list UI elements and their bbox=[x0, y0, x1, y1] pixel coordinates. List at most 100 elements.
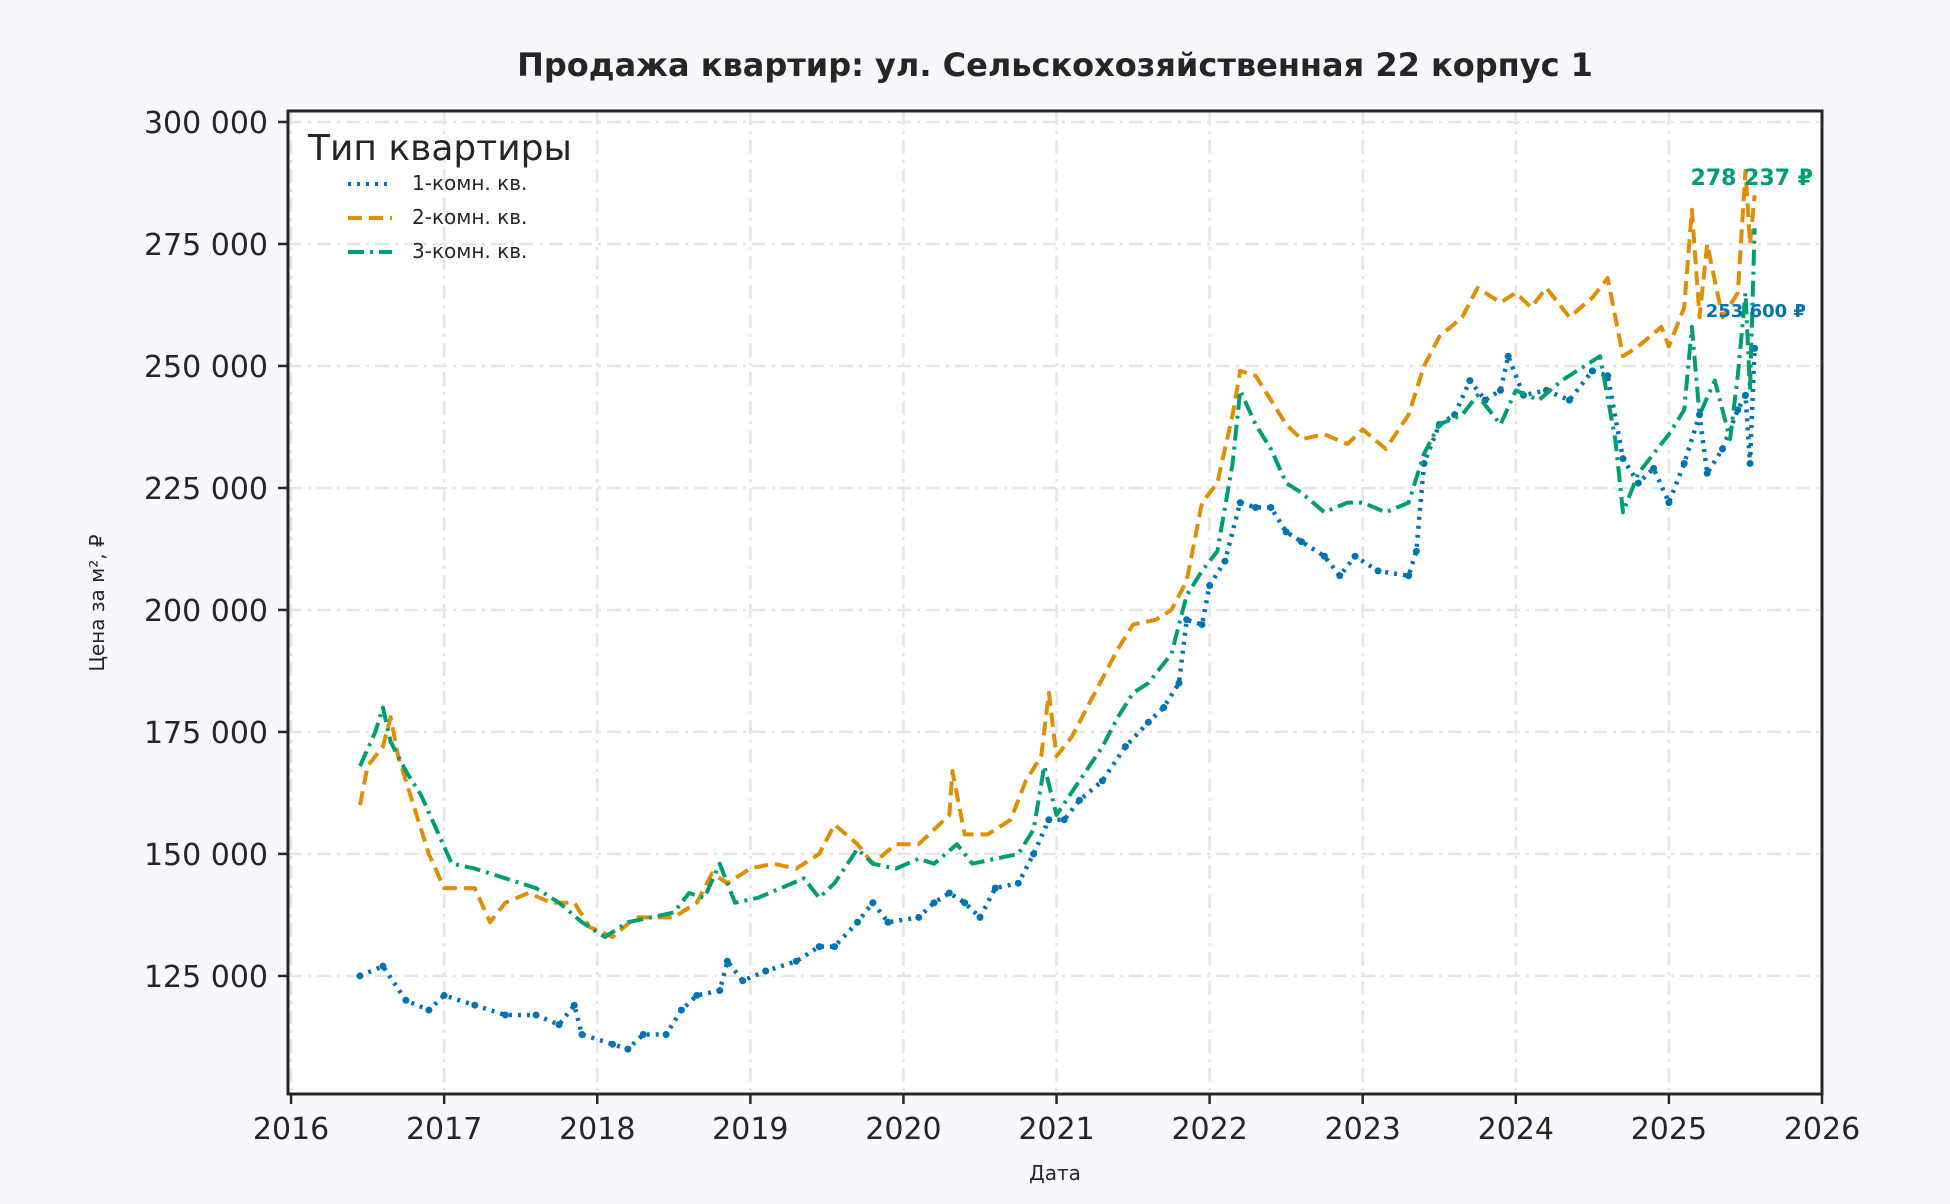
data-point bbox=[532, 1011, 540, 1019]
data-point bbox=[723, 957, 731, 965]
data-point bbox=[1497, 386, 1505, 394]
data-point bbox=[869, 899, 877, 907]
data-point bbox=[570, 1001, 578, 1009]
data-point bbox=[624, 1045, 632, 1053]
data-point bbox=[662, 1030, 670, 1038]
series-lines bbox=[356, 168, 1759, 1053]
x-tick-label: 2021 bbox=[1018, 1112, 1094, 1147]
legend-entry: 2-комн. кв. bbox=[412, 205, 527, 229]
data-point bbox=[976, 913, 984, 921]
grid bbox=[288, 111, 1824, 1094]
x-tick-label: 2017 bbox=[406, 1112, 482, 1147]
last-value-labels: 278 237 ₽ 253 600 ₽ bbox=[1691, 166, 1813, 322]
data-point bbox=[402, 996, 410, 1004]
data-point bbox=[1267, 503, 1275, 511]
data-point bbox=[831, 943, 839, 951]
series-line-2room bbox=[358, 168, 1757, 939]
data-point bbox=[1297, 538, 1305, 546]
data-point bbox=[1412, 547, 1420, 555]
data-point bbox=[1252, 503, 1260, 511]
legend-entry: 3-комн. кв. bbox=[412, 239, 527, 263]
data-point bbox=[1718, 445, 1726, 453]
data-point bbox=[1504, 352, 1512, 360]
data-point bbox=[379, 962, 387, 970]
data-point bbox=[1634, 479, 1642, 487]
data-point bbox=[1060, 816, 1068, 824]
axes: 2016 2017 2018 2019 2020 2021 2022 2023 2024 2025… bbox=[144, 106, 1860, 1147]
series-line-3room bbox=[358, 228, 1757, 939]
x-axis-label: Дата bbox=[1029, 1161, 1081, 1185]
data-point bbox=[930, 899, 938, 907]
y-axis-label: Цена за м², ₽ bbox=[85, 534, 109, 672]
data-point bbox=[1703, 469, 1711, 477]
data-point bbox=[1336, 572, 1344, 580]
y-tick-label: 125 000 bbox=[144, 960, 268, 995]
legend-entry: 1-комн. кв. bbox=[412, 171, 527, 195]
data-point bbox=[471, 1001, 479, 1009]
data-point bbox=[1198, 621, 1206, 629]
data-point bbox=[1206, 582, 1214, 590]
data-point bbox=[501, 1011, 509, 1019]
data-point bbox=[1466, 377, 1474, 385]
data-point bbox=[1665, 499, 1673, 507]
data-point bbox=[762, 967, 770, 975]
y-tick-label: 200 000 bbox=[144, 594, 268, 629]
data-point bbox=[1650, 464, 1658, 472]
plot-frame bbox=[286, 109, 1824, 1096]
data-point bbox=[1374, 567, 1382, 575]
chart-title: Продажа квартир: ул. Сельскохозяйственна… bbox=[517, 46, 1593, 84]
data-point bbox=[884, 918, 892, 926]
data-point bbox=[1565, 396, 1573, 404]
data-point bbox=[1351, 552, 1359, 560]
data-point bbox=[716, 987, 724, 995]
last-value-label: 253 600 ₽ bbox=[1706, 301, 1806, 322]
plot-area bbox=[288, 111, 1822, 1094]
x-tick-label: 2022 bbox=[1171, 1112, 1247, 1147]
data-point bbox=[792, 957, 800, 965]
data-point bbox=[1405, 572, 1413, 580]
x-tick-label: 2016 bbox=[253, 1112, 329, 1147]
data-point bbox=[739, 977, 747, 985]
x-tick-label: 2018 bbox=[559, 1112, 635, 1147]
data-point bbox=[1045, 816, 1053, 824]
y-tick-label: 300 000 bbox=[144, 106, 268, 141]
data-point bbox=[1098, 777, 1106, 785]
y-tick-label: 275 000 bbox=[144, 228, 268, 263]
data-point bbox=[1144, 718, 1152, 726]
data-point bbox=[1696, 411, 1704, 419]
data-point bbox=[1121, 743, 1129, 751]
data-point bbox=[1282, 528, 1290, 536]
data-point bbox=[1588, 367, 1596, 375]
data-point bbox=[1746, 460, 1754, 468]
x-tick-label: 2026 bbox=[1784, 1112, 1860, 1147]
data-point bbox=[1619, 455, 1627, 463]
data-point bbox=[854, 918, 862, 926]
data-point bbox=[677, 1006, 685, 1014]
data-point bbox=[1320, 552, 1328, 560]
x-tick-label: 2019 bbox=[712, 1112, 788, 1147]
x-tick-label: 2025 bbox=[1631, 1112, 1707, 1147]
data-point bbox=[1183, 616, 1191, 624]
last-value-label: 278 237 ₽ bbox=[1691, 166, 1813, 191]
data-point bbox=[356, 972, 364, 980]
data-point bbox=[1014, 879, 1022, 887]
data-point bbox=[609, 1040, 617, 1048]
series-line-1room bbox=[359, 348, 1757, 1052]
data-point bbox=[1236, 499, 1244, 507]
data-point bbox=[440, 991, 448, 999]
data-point bbox=[1741, 391, 1749, 399]
data-point bbox=[425, 1006, 433, 1014]
data-point bbox=[1030, 850, 1038, 858]
y-tick-label: 175 000 bbox=[144, 716, 268, 751]
data-point bbox=[1160, 704, 1168, 712]
y-tick-label: 150 000 bbox=[144, 838, 268, 873]
data-point bbox=[945, 889, 953, 897]
legend-title: Тип квартиры bbox=[307, 128, 572, 169]
data-point bbox=[1221, 557, 1229, 565]
data-point bbox=[693, 991, 701, 999]
data-point bbox=[991, 884, 999, 892]
data-point bbox=[578, 1030, 586, 1038]
data-point bbox=[1075, 796, 1083, 804]
x-tick-label: 2024 bbox=[1478, 1112, 1554, 1147]
